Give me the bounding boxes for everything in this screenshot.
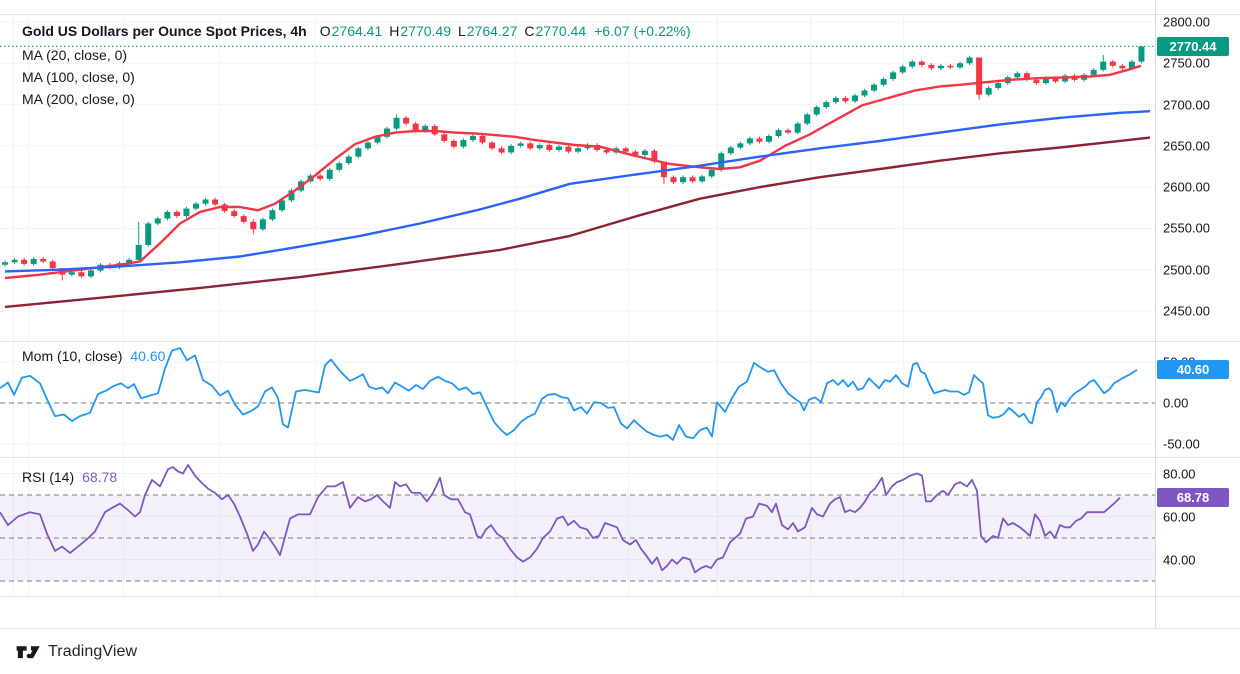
- ma200-label: MA (200, close, 0): [22, 91, 135, 107]
- momentum-value-badge: 40.60: [1157, 360, 1229, 380]
- rsi-value: 68.78: [82, 469, 118, 485]
- price-tick: 2800.00: [1163, 14, 1210, 30]
- time-axis-top-border: [0, 596, 1240, 597]
- price-tick: 2450.00: [1163, 303, 1210, 319]
- momentum-line: [0, 347, 1138, 441]
- tradingview-brand-text: TradingView: [48, 643, 138, 660]
- momentum-legend-row[interactable]: Mom (10, close) 40.60: [22, 348, 165, 364]
- time-axis-bottom-border: [0, 628, 1240, 629]
- ohlc-low-value: 2764.27: [466, 23, 518, 39]
- ohlc-high-label: H: [389, 23, 400, 39]
- time-axis[interactable]: 6121824Oct7111723: [0, 597, 1240, 628]
- ma20-label: MA (20, close, 0): [22, 47, 128, 63]
- symbol-title: Gold US Dollars per Ounce Spot Prices, 4…: [22, 23, 307, 39]
- ma200-legend-row[interactable]: MA (200, close, 0): [22, 91, 135, 107]
- price-tick: 2550.00: [1163, 220, 1210, 236]
- price-tick: 2500.00: [1163, 262, 1210, 278]
- tradingview-logo-icon: [16, 642, 41, 663]
- ma100-label: MA (100, close, 0): [22, 69, 135, 85]
- ohlc-change-value: +6.07 (+0.22%): [594, 23, 691, 39]
- rsi-tick: 40.00: [1163, 552, 1196, 567]
- rsi-tick: 80.00: [1163, 466, 1196, 481]
- ohlc-high-value: 2770.49: [400, 23, 451, 39]
- rsi-value-badge: 68.78: [1157, 488, 1229, 508]
- ma-line: [4, 110, 1151, 273]
- pane-separator-mom-rsi[interactable]: [0, 457, 1240, 458]
- tradingview-attribution[interactable]: TradingView: [16, 640, 137, 664]
- ma-line: [4, 64, 1142, 280]
- momentum-label: Mom (10, close): [22, 348, 123, 364]
- price-tick: 2700.00: [1163, 97, 1210, 113]
- ma100-legend-row[interactable]: MA (100, close, 0): [22, 69, 135, 85]
- ohlc-low-label: L: [457, 23, 466, 39]
- ohlc-open-label: O: [319, 23, 331, 39]
- ohlc-close-value: 2770.44: [535, 23, 587, 39]
- price-tick: 2650.00: [1163, 138, 1210, 154]
- symbol-legend-row[interactable]: Gold US Dollars per Ounce Spot Prices, 4…: [22, 23, 691, 39]
- momentum-tick: -50.00: [1163, 436, 1200, 452]
- pane-separator-price-mom[interactable]: [0, 341, 1240, 342]
- last-price-badge: 2770.44: [1157, 36, 1229, 56]
- price-tick: 2750.00: [1163, 55, 1210, 71]
- ohlc-open-value: 2764.41: [331, 23, 383, 39]
- price-axis-border: [1155, 0, 1156, 628]
- ohlc-close-label: C: [524, 23, 535, 39]
- price-tick: 2600.00: [1163, 179, 1210, 195]
- rsi-legend-row[interactable]: RSI (14) 68.78: [22, 469, 117, 485]
- ma20-legend-row[interactable]: MA (20, close, 0): [22, 47, 127, 63]
- rsi-tick: 60.00: [1163, 509, 1196, 524]
- candles: [2, 46, 1145, 281]
- rsi-label: RSI (14): [22, 469, 75, 485]
- chart-top-border: [0, 14, 1240, 15]
- momentum-value: 40.60: [130, 348, 166, 364]
- ma-line: [4, 136, 1151, 309]
- rsi-line: [0, 464, 1121, 574]
- momentum-tick: 0.00: [1163, 395, 1189, 411]
